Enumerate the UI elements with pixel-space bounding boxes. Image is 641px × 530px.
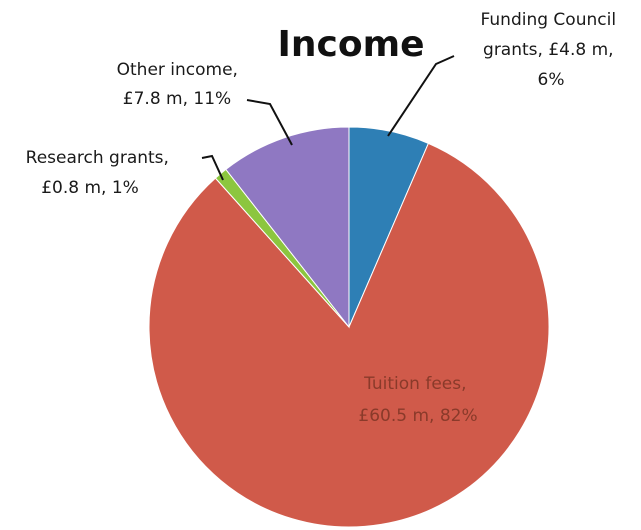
label-tuition-fees: Tuition fees, £60.5 m, 82% [358,374,477,426]
label-research-grants-line2: £0.8 m, 1% [41,178,139,198]
label-other-income-line2: £7.8 m, 11% [123,89,231,109]
pie-slices [148,126,550,528]
label-other-income-line1: Other income, [117,60,238,80]
label-research-grants: Research grants, £0.8 m, 1% [26,148,175,198]
label-funding-council-line3: 6% [538,70,565,90]
leader-line-other-income [246,99,293,146]
label-research-grants-line1: Research grants, [26,148,169,168]
label-tuition-fees-line1: Tuition fees, [363,374,466,394]
leader-line-funding-council [387,55,455,137]
pie-slice-tuition-fees [148,142,550,528]
label-funding-council: Funding Council grants, £4.8 m, 6% [481,10,622,90]
label-funding-council-line2: grants, £4.8 m, [483,40,614,60]
chart-title: Income [277,24,424,65]
leader-line-research-grants [201,154,224,181]
label-tuition-fees-line2: £60.5 m, 82% [358,406,477,426]
pie-slice-other-income [225,126,350,329]
label-funding-council-line1: Funding Council [481,10,617,30]
label-other-income: Other income, £7.8 m, 11% [117,60,244,109]
